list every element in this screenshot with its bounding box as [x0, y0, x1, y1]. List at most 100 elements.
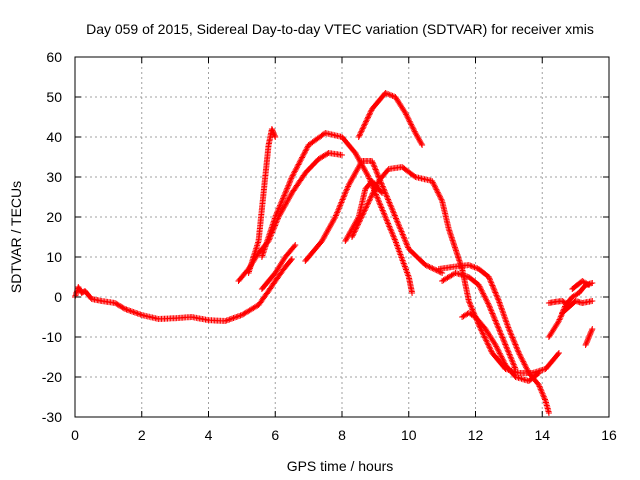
data-point-run — [412, 130, 425, 147]
data-point-run — [375, 167, 391, 184]
x-tick-label: 2 — [138, 427, 146, 443]
data-point — [272, 134, 279, 140]
series-trace-m — [545, 280, 596, 340]
data-point-run — [515, 350, 532, 375]
data-points — [72, 90, 596, 416]
data-point-run — [482, 326, 498, 347]
series-trace-h — [342, 178, 386, 244]
data-point-run — [112, 300, 127, 312]
data-point-run — [272, 175, 295, 220]
data-point-run — [355, 107, 375, 140]
data-point — [589, 326, 596, 332]
data-point — [585, 282, 592, 288]
data-point-run — [325, 150, 344, 158]
chart-title: Day 059 of 2015, Sidereal Day-to-day VTE… — [86, 21, 594, 37]
data-point-run — [502, 362, 518, 379]
data-point-run — [475, 322, 495, 355]
data-point-run — [272, 265, 288, 284]
data-point-run — [138, 312, 160, 322]
x-tick-label: 14 — [534, 427, 550, 443]
series-trace-f — [355, 90, 426, 148]
data-point-run — [535, 382, 548, 403]
data-point-run — [265, 279, 278, 294]
series-trace-p — [569, 278, 592, 292]
data-point-run — [525, 370, 541, 384]
data-point-run — [319, 215, 338, 244]
data-point — [512, 366, 519, 372]
data-point-run — [188, 314, 210, 323]
data-point-run — [392, 214, 412, 251]
data-point-run — [315, 150, 331, 162]
data-point-run — [272, 255, 288, 276]
x-tick-label: 4 — [205, 427, 213, 443]
data-point-run — [435, 264, 454, 272]
data-point-run — [382, 90, 397, 100]
y-tick-label: 60 — [46, 49, 62, 65]
series-trace-k — [459, 310, 542, 384]
data-point-run — [255, 175, 269, 244]
data-point-run — [576, 283, 588, 296]
data-point-run — [495, 326, 512, 355]
data-point-run — [302, 239, 324, 264]
data-point — [409, 290, 416, 296]
data-point-run — [288, 171, 308, 196]
x-tick-label: 12 — [468, 427, 484, 443]
data-point-run — [379, 206, 398, 243]
data-point — [339, 152, 345, 158]
data-point-run — [355, 187, 368, 220]
data-point-run — [465, 274, 481, 288]
data-point-run — [569, 290, 581, 300]
data-point-run — [439, 198, 452, 231]
data-point-run — [172, 314, 194, 322]
series-trace-b — [245, 126, 279, 276]
y-tick-label: -20 — [42, 369, 62, 385]
data-point-run — [542, 351, 561, 372]
data-point — [589, 280, 596, 286]
data-point-run — [582, 335, 592, 348]
data-point — [419, 142, 426, 148]
series-trace-d — [258, 242, 299, 292]
x-axis-label: GPS time / hours — [287, 458, 394, 474]
data-point-run — [302, 157, 321, 176]
data-point-run — [392, 94, 408, 115]
x-tick-label: 0 — [71, 427, 79, 443]
y-tick-label: 20 — [46, 209, 62, 225]
data-point-run — [222, 312, 244, 324]
series-trace-i — [435, 262, 552, 416]
data-point-run — [258, 215, 278, 260]
y-axis-label: SDTVAR / TECUs — [8, 181, 24, 293]
data-point-run — [342, 215, 361, 244]
data-point-run — [559, 299, 578, 316]
data-point-run — [439, 270, 458, 284]
x-tick-label: 16 — [601, 427, 617, 443]
axis-ticks: 0 2 4 6 8 10 12 14 16 -30 -20 -10 0 10 20 30 40 50 60 — [42, 49, 617, 443]
data-point-run — [579, 278, 591, 288]
data-point — [545, 410, 552, 416]
data-point-run — [485, 302, 502, 331]
y-tick-label: 50 — [46, 89, 62, 105]
data-point-run — [445, 226, 458, 251]
data-point-run — [379, 182, 398, 219]
series-trace-o — [582, 326, 596, 348]
data-point — [555, 350, 562, 356]
data-point-run — [562, 295, 575, 308]
data-point-run — [282, 257, 294, 270]
data-point-run — [545, 319, 562, 340]
data-point-run — [465, 310, 478, 320]
data-point-run — [339, 134, 358, 155]
data-point-run — [586, 327, 595, 340]
data-point — [292, 242, 299, 248]
data-point-run — [495, 298, 512, 331]
data-point-run — [268, 126, 278, 139]
data-point — [589, 298, 596, 304]
y-tick-label: 40 — [46, 129, 62, 145]
grid — [75, 57, 609, 417]
data-point-run — [255, 289, 271, 308]
data-point-run — [399, 164, 418, 180]
data-point-run — [405, 246, 428, 267]
data-point-run — [475, 282, 492, 307]
series-trace-n — [559, 298, 596, 316]
data-point-run — [429, 178, 445, 203]
data-point-run — [485, 274, 502, 303]
